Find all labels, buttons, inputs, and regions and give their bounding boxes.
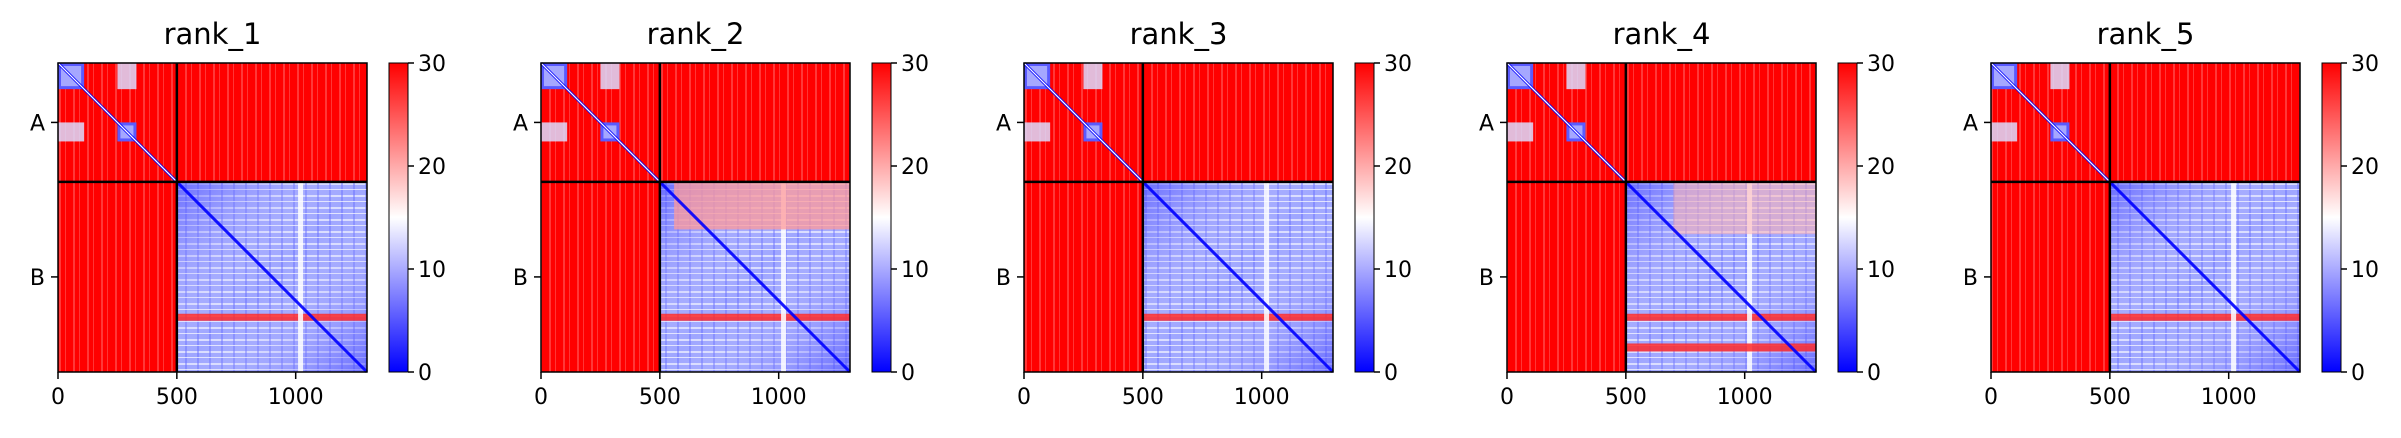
block-a-offdiag-1 (1507, 122, 1534, 142)
y-tick-label: A (996, 111, 1011, 136)
block-b-b-upper-region (674, 181, 850, 230)
x-tick-label: 0 (1017, 385, 1031, 410)
x-tick-label: 500 (1605, 385, 1647, 410)
block-b-b-band-vertical (1747, 181, 1753, 372)
x-tick-label: 0 (534, 385, 548, 410)
x-tick-label: 0 (1500, 385, 1514, 410)
block-b-b-band-horizontal (2109, 313, 2300, 321)
colorbar-tick-label: 10 (1384, 258, 1412, 283)
colorbar-tick-label: 0 (418, 361, 432, 386)
panel-title: rank_5 (2097, 17, 2195, 51)
x-tick-label: 0 (51, 385, 65, 410)
colorbar (2321, 62, 2342, 373)
colorbar-tick-label: 10 (418, 258, 446, 283)
x-tick-label: 500 (639, 385, 681, 410)
diagonal-highlight (57, 62, 178, 183)
colorbar-tick-label: 30 (1384, 52, 1412, 77)
colorbar (871, 62, 892, 373)
x-tick-label: 500 (2089, 385, 2131, 410)
block-a-offdiag-1 (58, 122, 85, 142)
y-tick-label: A (1963, 111, 1978, 136)
colorbar-tick-label: 20 (1867, 155, 1895, 180)
y-tick-label: A (513, 111, 528, 136)
colorbar-tick-label: 30 (418, 52, 446, 77)
block-a-offdiag-1 (1991, 122, 2018, 142)
y-tick-label: B (513, 266, 528, 291)
diagonal-highlight (540, 62, 661, 183)
colorbar-tick-label: 20 (418, 155, 446, 180)
block-b-b-lower-band (1625, 343, 1816, 352)
panel-title: rank_4 (1613, 17, 1711, 51)
panel-title: rank_1 (164, 17, 262, 51)
panel-title: rank_2 (647, 17, 745, 51)
block-b-b-band-horizontal (176, 313, 367, 321)
block-a-offdiag-1 (1024, 122, 1051, 142)
plot-frame (1506, 62, 1817, 373)
block-a-offdiag-2 (117, 63, 137, 90)
block-b-b-band-horizontal (1625, 313, 1816, 321)
y-tick-label: B (1479, 266, 1494, 291)
x-tick-label: 500 (156, 385, 198, 410)
colorbar-tick-label: 0 (1384, 361, 1398, 386)
x-tick-label: 500 (1122, 385, 1164, 410)
plot-frame (57, 62, 368, 373)
panel-1: rank_1 0 500 1000 A B 0 10 20 30 (30, 17, 446, 410)
block-a-offdiag-2 (600, 63, 620, 90)
colorbar (1837, 62, 1858, 373)
y-tick-label: B (996, 266, 1011, 291)
colorbar-tick-label: 30 (2351, 52, 2379, 77)
block-a-offdiag-2 (1083, 63, 1103, 90)
y-tick-label: B (1963, 266, 1978, 291)
colorbar-tick-label: 10 (2351, 258, 2379, 283)
block-b-b-band-horizontal (659, 313, 850, 321)
colorbar (1354, 62, 1375, 373)
block-a-offdiag-2 (1566, 63, 1586, 90)
y-tick-label: A (30, 111, 45, 136)
block-b-b-band-vertical (781, 181, 787, 372)
panel-3: rank_3 0 500 1000 A B 0 10 20 30 (996, 17, 1412, 410)
block-a-offdiag-2 (2050, 63, 2070, 90)
y-tick-label: A (1479, 111, 1494, 136)
colorbar-tick-label: 0 (901, 361, 915, 386)
colorbar-tick-label: 20 (1384, 155, 1412, 180)
x-tick-label: 1000 (1234, 385, 1290, 410)
panel-title: rank_3 (1130, 17, 1228, 51)
x-tick-label: 1000 (2201, 385, 2257, 410)
colorbar-tick-label: 30 (1867, 52, 1895, 77)
block-b-b-band-vertical (1264, 181, 1270, 372)
block-b-b-band-vertical (298, 181, 304, 372)
block-b-b-upper-region (1673, 181, 1816, 235)
plot-frame (1023, 62, 1334, 373)
x-tick-label: 1000 (268, 385, 324, 410)
colorbar-tick-label: 20 (901, 155, 929, 180)
block-b-b-band-horizontal (1142, 313, 1333, 321)
panel-4: rank_4 0 500 1000 A B 0 10 20 30 (1479, 17, 1895, 410)
diagonal-highlight (1990, 62, 2111, 183)
panel-2: rank_2 0 500 1000 A B 0 10 20 30 (513, 17, 929, 410)
colorbar-tick-label: 0 (2351, 361, 2365, 386)
y-tick-label: B (30, 266, 45, 291)
diagonal-highlight (1506, 62, 1627, 183)
colorbar-tick-label: 20 (2351, 155, 2379, 180)
x-tick-label: 1000 (751, 385, 807, 410)
colorbar-tick-label: 30 (901, 52, 929, 77)
x-tick-label: 0 (1984, 385, 1998, 410)
panel-5: rank_5 0 500 1000 A B 0 10 20 30 (1963, 17, 2379, 410)
diagonal-highlight (1023, 62, 1144, 183)
colorbar-tick-label: 10 (901, 258, 929, 283)
plot-frame (1990, 62, 2301, 373)
x-tick-label: 1000 (1717, 385, 1773, 410)
colorbar-tick-label: 10 (1867, 258, 1895, 283)
block-b-b-band-vertical (2231, 181, 2237, 372)
block-a-offdiag-1 (541, 122, 568, 142)
plot-frame (540, 62, 851, 373)
colorbar-tick-label: 0 (1867, 361, 1881, 386)
colorbar (388, 62, 409, 373)
